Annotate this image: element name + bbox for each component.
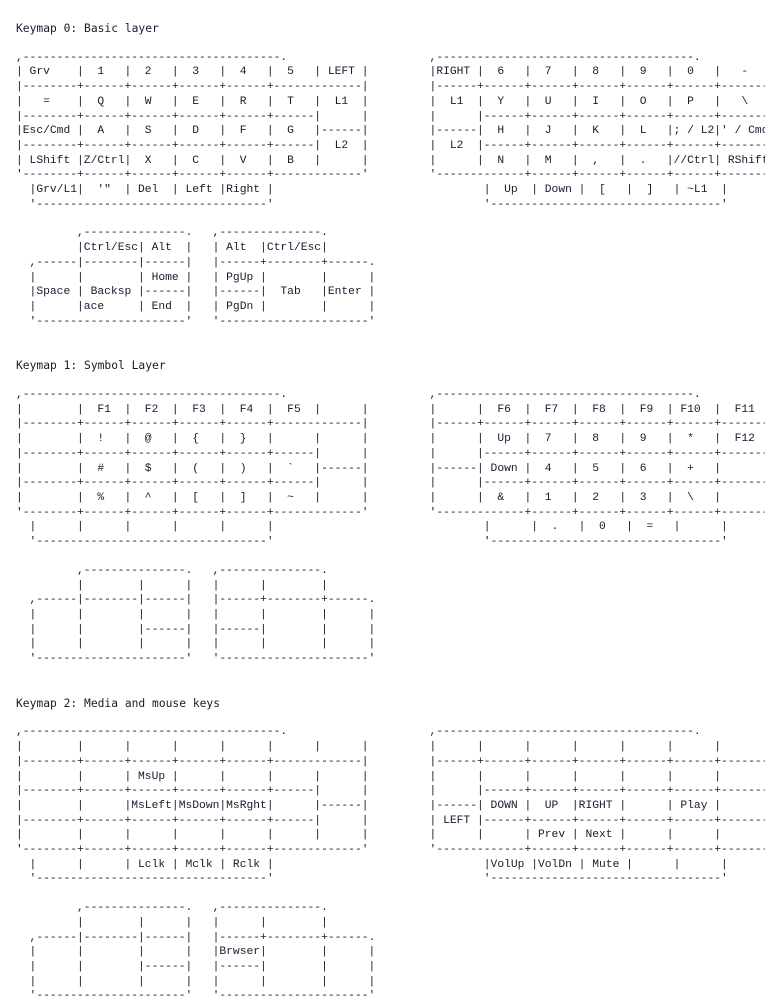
keymap-section-0: Keymap 0: Basic layer ,-----------------… [16, 22, 765, 329]
keymap-2-thumb-diagram: ,---------------. ,---------------. | | … [29, 902, 376, 1003]
keymap-document: Keymap 0: Basic layer ,-----------------… [16, 22, 765, 1002]
keymap-1-main-diagram: ,--------------------------------------.… [16, 389, 765, 549]
keymap-1-title: Keymap 1: Symbol Layer [16, 359, 166, 373]
section-divider [16, 667, 765, 697]
keymap-section-2: Keymap 2: Media and mouse keys ,--------… [16, 697, 765, 1004]
keymap-0-main-diagram: ,--------------------------------------.… [16, 51, 765, 211]
keymap-1-thumb-diagram: ,---------------. ,---------------. | | … [29, 564, 376, 666]
keymap-0-title: Keymap 0: Basic layer [16, 22, 159, 35]
keymap-section-1: Keymap 1: Symbol Layer ,----------------… [16, 359, 765, 666]
keymap-0-thumb-diagram: ,---------------. ,---------------. |Ctr… [29, 227, 376, 328]
keymap-2-title: Keymap 2: Media and mouse keys [16, 696, 221, 710]
spacer [16, 887, 765, 901]
keymap-2-main-diagram: ,--------------------------------------.… [16, 726, 765, 886]
section-divider [16, 329, 765, 359]
spacer [16, 212, 765, 226]
spacer [16, 550, 765, 564]
